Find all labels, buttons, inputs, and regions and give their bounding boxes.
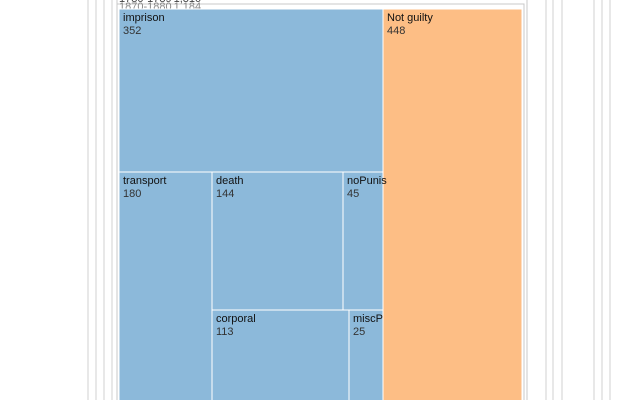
group-label: 1780-17891,310 bbox=[119, 0, 201, 5]
tile-label: transport bbox=[123, 175, 166, 187]
tile-value: 25 bbox=[353, 326, 365, 338]
frame bbox=[87, 0, 611, 400]
tile-label: miscP bbox=[353, 313, 383, 325]
frame bbox=[561, 0, 595, 400]
tile-value: 352 bbox=[123, 25, 141, 37]
tile bbox=[348, 309, 384, 400]
tile-value: 144 bbox=[216, 188, 234, 200]
group-frame bbox=[116, 3, 525, 400]
tile-value: 448 bbox=[387, 25, 405, 37]
tile bbox=[382, 8, 523, 400]
frame bbox=[103, 0, 554, 400]
tile-label: Not guilty bbox=[387, 12, 433, 24]
tile-value: 180 bbox=[123, 188, 141, 200]
outer-frames bbox=[87, 0, 611, 400]
tile bbox=[118, 171, 213, 400]
group-name: 1780-1789 bbox=[119, 0, 172, 5]
tile bbox=[118, 8, 384, 173]
tile-value: 45 bbox=[347, 188, 359, 200]
tile-label: noPunis bbox=[347, 175, 387, 187]
tile bbox=[211, 309, 350, 400]
tile-label: imprison bbox=[123, 12, 165, 24]
group-value: 1,310 bbox=[174, 0, 202, 5]
frame bbox=[111, 0, 547, 400]
tile-label: corporal bbox=[216, 313, 256, 325]
tile-label: death bbox=[216, 175, 244, 187]
frame bbox=[95, 0, 603, 400]
tile-value: 113 bbox=[216, 326, 234, 338]
